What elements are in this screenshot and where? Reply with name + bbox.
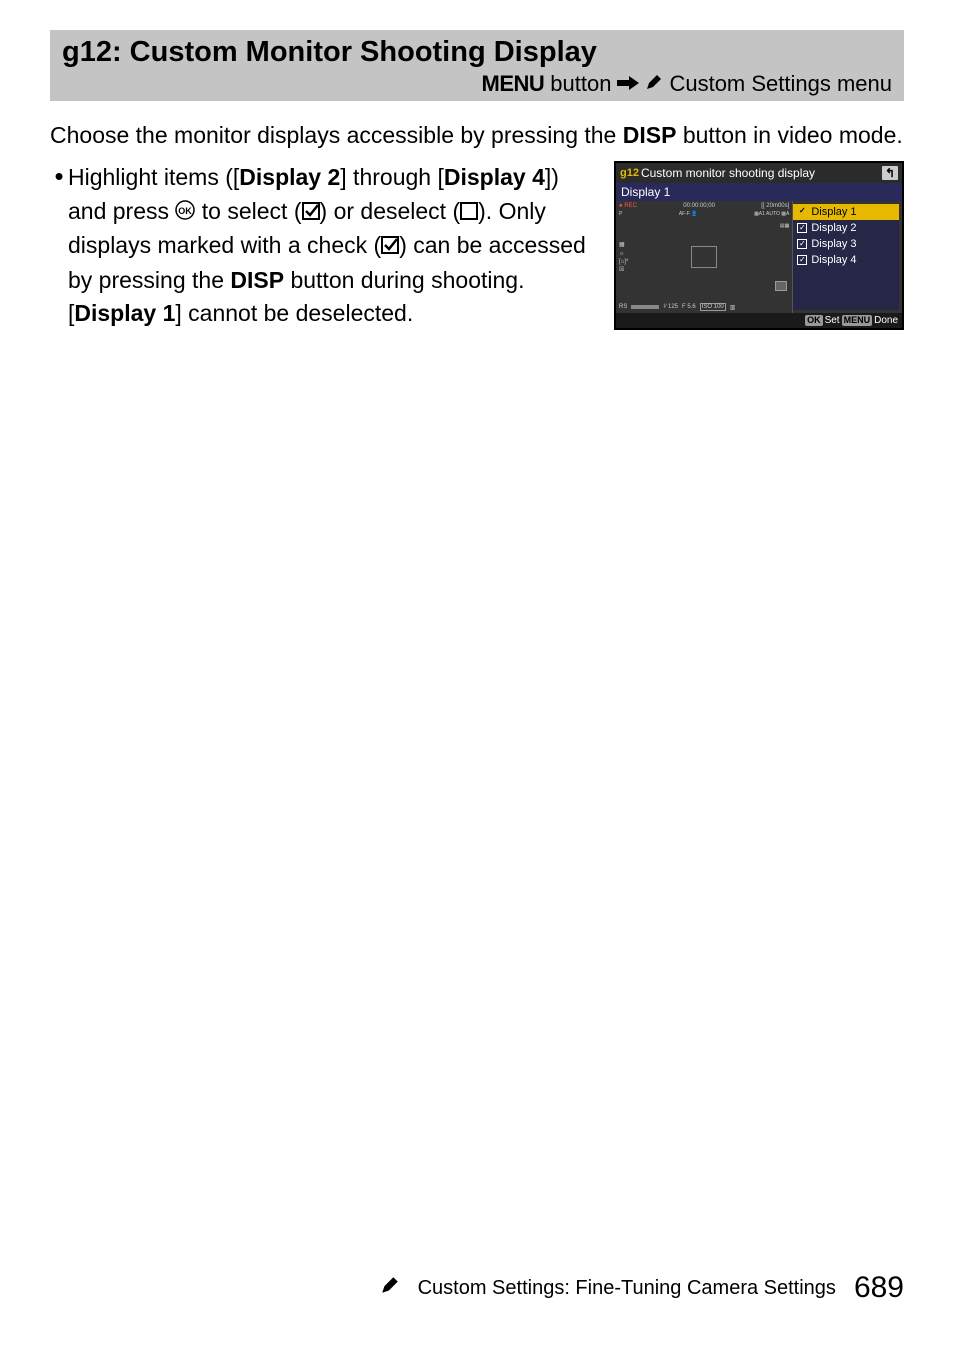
iso-pref: ISO	[702, 304, 712, 310]
camera-top-prefix: g12	[620, 167, 639, 179]
bt9: ] cannot be deselected.	[175, 300, 413, 326]
menu-breadcrumb: MENU button Custom Settings menu	[62, 69, 892, 97]
footer-page-number: 689	[854, 1271, 904, 1305]
camera-top-label: g12 Custom monitor shooting display	[620, 166, 815, 180]
display-option-1[interactable]: ✓ Display 1	[793, 204, 899, 220]
bd4: Display 4	[444, 164, 545, 190]
preview-mid: P AF-F 👤 ▦A1 AUTO ▦A	[616, 211, 792, 217]
camera-body: ● REC 00:00:00;00 [[ 20m00s] P AF-F 👤 ▦A…	[616, 201, 902, 313]
bt4: to select (	[195, 198, 301, 224]
preview-timer: 00:00:00;00	[683, 203, 715, 209]
section-header: g12: Custom Monitor Shooting Display MEN…	[50, 30, 904, 101]
footer-ok-icon[interactable]: OK	[805, 315, 823, 326]
display-option-2[interactable]: ✓ Display 2	[793, 220, 899, 236]
checkbox-icon: ✓	[797, 239, 807, 249]
preview-q2: AUTO	[766, 211, 780, 217]
bt1: Highlight items ([	[68, 164, 239, 190]
footer-menu-icon[interactable]: MENU	[842, 315, 873, 326]
bdisp: DISP	[230, 267, 284, 293]
preview-left-icons: ▦ ☼ [⌂]* ☒	[619, 241, 628, 275]
arrow-right-icon	[617, 71, 639, 97]
menu-word-button: button	[550, 71, 611, 97]
bt5: ) or deselect (	[320, 198, 461, 224]
display-option-label: Display 1	[811, 206, 856, 218]
page: g12: Custom Monitor Shooting Display MEN…	[0, 0, 954, 1345]
menu-label: MENU	[482, 71, 545, 97]
checkbox-icon: ✓	[797, 255, 807, 265]
page-footer: Custom Settings: Fine-Tuning Camera Sett…	[380, 1271, 904, 1305]
li2: ☼	[619, 250, 628, 258]
bullet-item: • Highlight items ([Display 2] through […	[50, 161, 596, 330]
intro-text: Choose the monitor displays accessible b…	[50, 119, 904, 151]
display-option-label: Display 4	[811, 254, 856, 266]
intro-post: button in video mode.	[676, 122, 902, 148]
preview-shutter: ¹⁄ 125	[663, 304, 678, 310]
face-icon: 👤	[691, 211, 697, 217]
ok-circle-icon: OK	[175, 196, 195, 229]
breadcrumb-tail: Custom Settings menu	[669, 71, 892, 97]
footer-set: Set	[825, 315, 840, 326]
preview-q: ▦A1	[754, 211, 765, 217]
bd2: Display 2	[239, 164, 340, 190]
li3: [⌂]*	[619, 258, 628, 266]
camera-screenshot: g12 Custom monitor shooting display ↰ Di…	[614, 161, 904, 330]
preview-right-icons: ▤▦	[780, 223, 789, 229]
back-icon[interactable]: ↰	[882, 166, 898, 180]
focus-box-icon	[691, 246, 717, 268]
intro-disp: DISP	[623, 122, 677, 148]
preview-aperture: F 5.6	[682, 304, 696, 310]
preview-remain: 20m00s]	[766, 203, 789, 209]
checkbox-icon: ✓	[797, 223, 807, 233]
check-icon: ✓	[797, 207, 807, 217]
footer-section: Custom Settings: Fine-Tuning Camera Sett…	[418, 1277, 836, 1300]
preview-mode: P	[619, 211, 622, 217]
preview-brk: [[	[761, 203, 764, 209]
preview-wb: ▦A	[781, 211, 789, 217]
battery-icon: ▥	[730, 304, 736, 311]
camera-top-title: Custom monitor shooting display	[641, 166, 815, 180]
bullet-dot-icon: •	[50, 161, 68, 330]
bt2: ] through [	[340, 164, 444, 190]
li4: ☒	[619, 266, 628, 274]
bd1: Display 1	[74, 300, 175, 326]
camera-subheader: Display 1	[616, 183, 902, 201]
audio-bar-icon	[631, 305, 659, 309]
camera-footer: OKSet MENUDone	[616, 313, 902, 328]
display-option-label: Display 3	[811, 238, 856, 250]
bullet-text: Highlight items ([Display 2] through [Di…	[68, 161, 596, 330]
content-row: • Highlight items ([Display 2] through […	[50, 161, 904, 330]
display-option-3[interactable]: ✓ Display 3	[793, 236, 899, 252]
icon-set: ▤▦	[780, 223, 789, 229]
camera-topbar: g12 Custom monitor shooting display ↰	[616, 163, 902, 183]
rec-indicator: ● REC	[619, 203, 637, 209]
preview-af: AF-F	[679, 211, 690, 217]
preview-rs: RS	[619, 304, 627, 310]
preview-iso: 100	[714, 304, 724, 310]
preview-bottom: RS ¹⁄ 125 F 5.6 ISO 100 ▥	[619, 303, 789, 311]
footer-done: Done	[874, 315, 898, 326]
svg-text:OK: OK	[179, 206, 193, 216]
camera-preview: ● REC 00:00:00;00 [[ 20m00s] P AF-F 👤 ▦A…	[616, 201, 793, 313]
pencil-icon	[380, 1275, 400, 1301]
preview-small-box-icon	[775, 281, 787, 291]
section-title: g12: Custom Monitor Shooting Display	[62, 36, 892, 69]
pencil-icon	[645, 71, 663, 97]
li1: ▦	[619, 241, 628, 249]
preview-top: ● REC 00:00:00;00 [[ 20m00s]	[616, 201, 792, 211]
intro-pre: Choose the monitor displays accessible b…	[50, 122, 623, 148]
display-option-4[interactable]: ✓ Display 4	[793, 252, 899, 268]
empty-box-icon	[460, 196, 478, 229]
checked-box-icon-2	[381, 230, 399, 263]
display-option-label: Display 2	[811, 222, 856, 234]
camera-display-list: ✓ Display 1 ✓ Display 2 ✓ Display 3 ✓ Di…	[793, 204, 899, 310]
checked-box-icon	[302, 196, 320, 229]
